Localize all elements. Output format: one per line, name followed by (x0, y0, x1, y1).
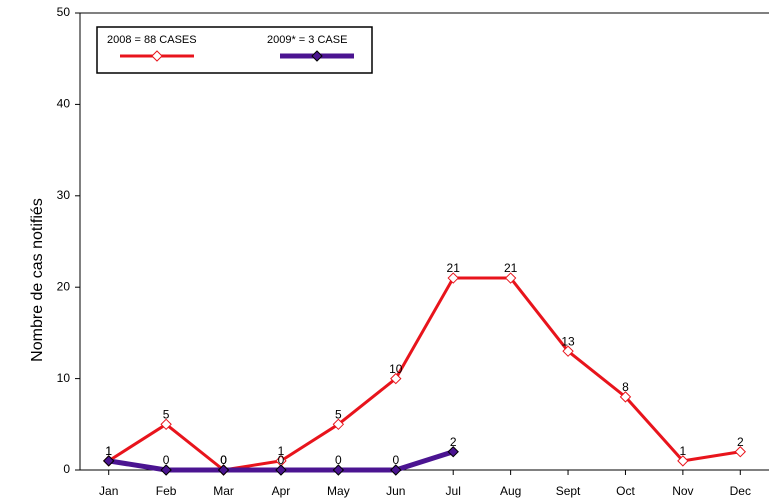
marker (390, 464, 402, 476)
legend-label: 2008 = 88 CASES (107, 34, 197, 46)
x-tick-label: Apr (272, 484, 291, 498)
x-tick-label: Mar (213, 484, 234, 498)
marker (332, 418, 345, 431)
value-label: 1 (680, 444, 687, 458)
value-label: 2 (737, 435, 744, 449)
legend-marker (311, 50, 323, 62)
x-tick-label: May (327, 484, 350, 498)
marker (447, 446, 459, 458)
y-tick-label: 0 (63, 462, 70, 476)
x-tick-label: Jan (99, 484, 118, 498)
value-label: 2 (450, 435, 457, 449)
marker (619, 391, 632, 403)
value-label: 1 (105, 444, 112, 458)
value-label: 1 (278, 444, 285, 458)
value-label: 10 (389, 362, 403, 376)
y-tick-label: 50 (57, 5, 71, 19)
x-tick-label: Aug (500, 484, 521, 498)
value-label: 5 (335, 407, 342, 421)
marker (332, 464, 345, 476)
marker (217, 464, 230, 476)
marker (275, 464, 287, 476)
marker (677, 455, 689, 467)
value-label: 8 (622, 380, 629, 394)
y-tick-label: 40 (57, 97, 71, 111)
value-label: 0 (278, 453, 285, 467)
y-axis-label: Nombre de cas notifiés (29, 198, 46, 362)
y-tick-label: 30 (57, 188, 71, 202)
y-tick-label: 20 (57, 279, 71, 293)
value-label: 0 (163, 453, 170, 467)
value-label: 0 (220, 453, 227, 467)
marker (504, 272, 517, 284)
x-tick-label: Feb (156, 484, 177, 498)
x-tick-label: Jul (446, 484, 461, 498)
x-tick-label: Sept (556, 484, 581, 498)
x-tick-label: Jun (386, 484, 405, 498)
marker (160, 418, 172, 431)
x-tick-label: Oct (616, 484, 635, 498)
value-label: 21 (504, 261, 518, 275)
value-label: 0 (220, 453, 227, 467)
value-label: 0 (335, 453, 342, 467)
value-label: 5 (163, 407, 170, 421)
value-label: 1 (105, 444, 112, 458)
marker (734, 446, 746, 458)
marker (160, 464, 172, 476)
x-tick-label: Dec (730, 484, 751, 498)
marker (390, 372, 402, 385)
value-label: 21 (447, 261, 461, 275)
marker (562, 345, 574, 357)
marker (103, 455, 115, 467)
marker (447, 272, 459, 284)
legend-label: 2009* = 3 CASE (267, 34, 347, 46)
x-tick-label: Nov (672, 484, 693, 498)
legend-marker (151, 50, 163, 62)
value-label: 0 (392, 453, 399, 467)
value-label: 13 (561, 334, 575, 348)
y-tick-label: 10 (57, 371, 71, 385)
legend-box (96, 26, 373, 74)
series-line (107, 276, 741, 472)
